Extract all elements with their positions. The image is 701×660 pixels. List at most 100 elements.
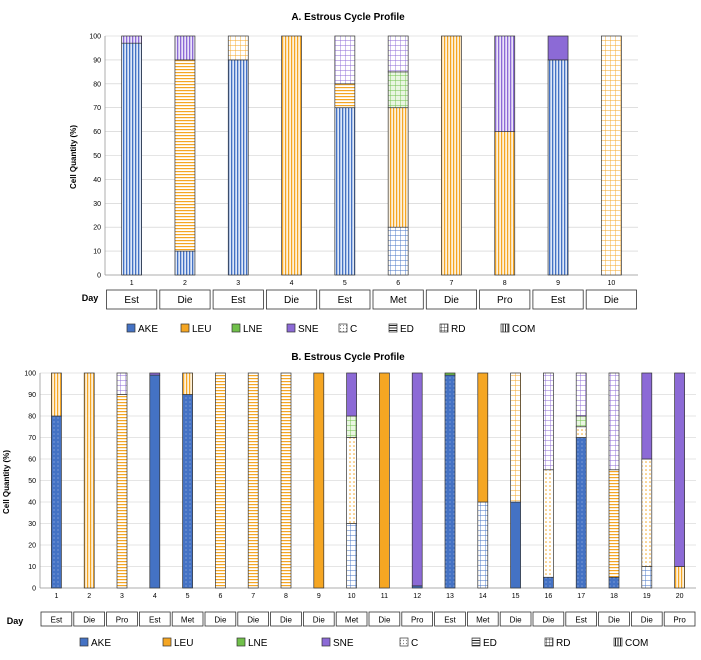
- bar-segment-leu: [441, 35, 462, 276]
- bar-segment-sne: [121, 35, 143, 44]
- bar-segment-leu: [379, 372, 390, 589]
- bar-segment-ake: [575, 437, 587, 589]
- bar-segment-sne: [346, 372, 357, 417]
- bar-segment-ake: [182, 394, 193, 589]
- phase-label: Est: [551, 295, 566, 306]
- legend-swatch-ake: [79, 637, 89, 647]
- bar-segment-leu: [174, 59, 196, 252]
- bar-segment-ake: [174, 250, 196, 276]
- y-tick-label: 70: [93, 105, 101, 112]
- x-tick-label: 1: [130, 280, 134, 287]
- bar-segment-leu: [51, 372, 62, 417]
- legend-swatch-rd: [439, 323, 449, 333]
- x-tick-label: 8: [503, 280, 507, 287]
- phase-label: Die: [214, 616, 227, 625]
- legend-swatch-sne: [286, 323, 296, 333]
- phase-label: Die: [284, 295, 299, 306]
- x-tick-label: 9: [556, 280, 560, 287]
- phase-box: [212, 289, 264, 310]
- bar-segment-sne: [674, 372, 685, 567]
- bar-segment-leu: [83, 372, 95, 589]
- bar-segment-leu: [608, 469, 620, 578]
- y-tick-label: 10: [93, 249, 101, 256]
- bar-segment-ake: [334, 107, 356, 276]
- bar-segment-sne: [547, 35, 569, 61]
- bar-segment-sne: [174, 35, 196, 61]
- bar-segment-leu: [346, 437, 357, 524]
- phase-box: [663, 611, 696, 627]
- chart-b-ylabel: Cell Quantity (%): [2, 450, 11, 514]
- bar-segment-ake: [543, 576, 554, 589]
- bar-segment-leu: [281, 35, 302, 276]
- x-tick-label: 20: [676, 593, 684, 600]
- phase-label: Die: [641, 616, 654, 625]
- bar-segment-ake: [121, 42, 143, 276]
- phase-label: Met: [345, 616, 359, 625]
- x-tick-label: 3: [120, 593, 124, 600]
- x-tick-label: 2: [183, 280, 187, 287]
- bar-segment-ake: [227, 59, 249, 276]
- phase-label: Die: [378, 616, 391, 625]
- phase-label: Die: [542, 616, 555, 625]
- x-tick-label: 15: [512, 593, 520, 600]
- phase-label: Est: [575, 616, 587, 625]
- y-tick-label: 40: [93, 177, 101, 184]
- x-tick-label: 4: [290, 280, 294, 287]
- bar-segment-sne: [116, 372, 128, 395]
- y-tick-label: 20: [93, 225, 101, 232]
- phase-label: Est: [338, 295, 353, 306]
- legend-label: COM: [512, 324, 535, 335]
- phase-label: Pro: [116, 616, 129, 625]
- bar-segment-sne: [494, 35, 516, 132]
- bar-segment-ake: [346, 523, 357, 589]
- legend-label: LNE: [248, 638, 268, 649]
- x-tick-label: 16: [545, 593, 553, 600]
- x-tick-label: 1: [54, 593, 58, 600]
- phase-box: [204, 611, 237, 627]
- phase-box: [479, 289, 531, 310]
- x-tick-label: 18: [610, 593, 618, 600]
- y-tick-label: 0: [97, 273, 101, 280]
- chart-b-xlabel: Day: [7, 616, 24, 626]
- bar-segment-leu: [280, 372, 292, 589]
- bar-segment-ake: [641, 566, 653, 589]
- bar-segment-leu: [510, 372, 521, 503]
- phase-label: Est: [149, 616, 161, 625]
- phase-box: [237, 611, 270, 627]
- phase-box: [631, 611, 663, 627]
- x-tick-label: 13: [446, 593, 454, 600]
- bar-segment-ake: [510, 501, 521, 589]
- x-tick-label: 3: [236, 280, 240, 287]
- bar-segment-leu: [575, 426, 587, 438]
- phase-box: [466, 611, 499, 627]
- y-tick-label: 90: [93, 57, 101, 64]
- phase-label: Die: [608, 616, 621, 625]
- bar-segment-lne: [444, 372, 456, 376]
- bar-segment-ake: [608, 576, 620, 589]
- phase-label: Die: [510, 616, 523, 625]
- legend-label: COM: [625, 638, 648, 649]
- bar-segment-ake: [387, 226, 409, 276]
- legend-label: LEU: [174, 638, 193, 649]
- x-tick-label: 11: [381, 593, 388, 600]
- phase-box: [585, 289, 637, 310]
- y-tick-label: 100: [24, 371, 36, 378]
- phase-label: Est: [51, 616, 63, 625]
- bar-segment-ake: [547, 59, 569, 276]
- legend-label: RD: [451, 324, 465, 335]
- bar-segment-sne: [387, 35, 409, 73]
- phase-label: Est: [231, 295, 246, 306]
- x-tick-label: 7: [449, 280, 453, 287]
- phase-label: Met: [181, 616, 195, 625]
- phase-label: Die: [83, 616, 96, 625]
- legend-label: ED: [483, 638, 497, 649]
- legend-swatch-sne: [321, 637, 331, 647]
- legend-swatch-com: [613, 637, 623, 647]
- phase-label: Pro: [497, 295, 513, 306]
- legend-swatch-rd: [544, 637, 554, 647]
- y-tick-label: 80: [93, 81, 101, 88]
- legend-label: RD: [556, 638, 570, 649]
- x-tick-label: 5: [343, 280, 347, 287]
- legend-swatch-leu: [180, 323, 190, 333]
- bar-segment-sne: [334, 35, 356, 85]
